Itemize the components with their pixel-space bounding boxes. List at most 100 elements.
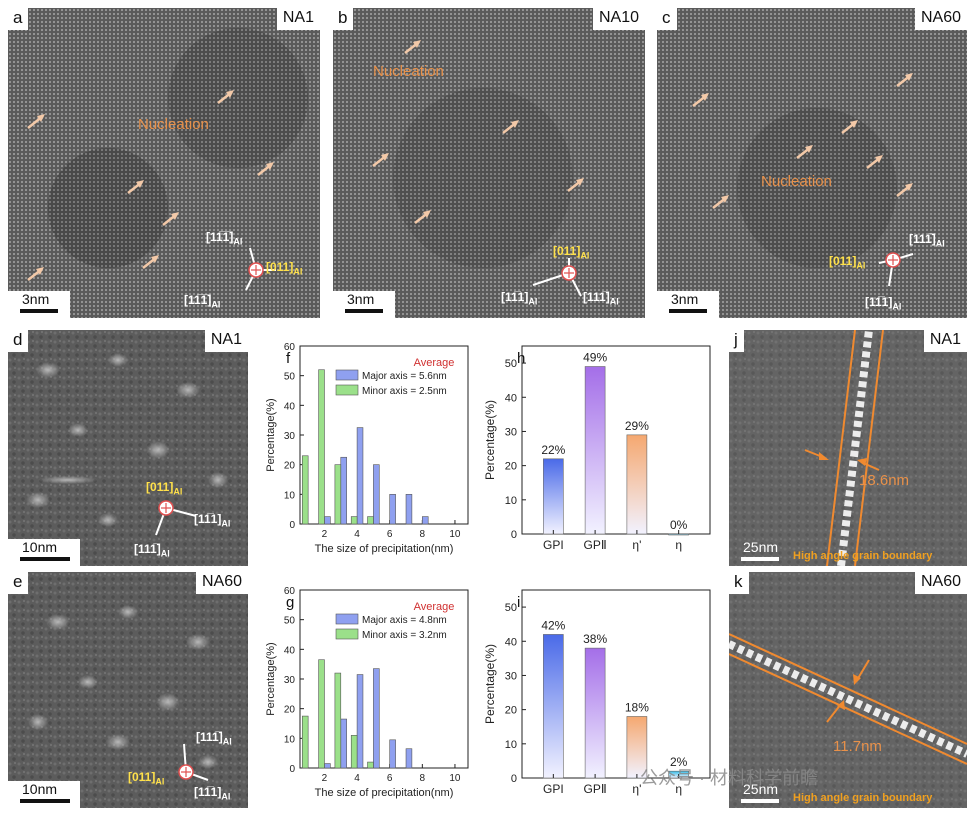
nucleation-label: Nucleation [138,116,209,133]
direction-label: [11̅1̅]Al [206,230,243,247]
legend-swatch [335,384,359,396]
panel-letter: b [333,8,354,30]
y-axis-label: Percentage(%) [483,400,497,480]
direction-label: [11̅1]Al [194,512,231,529]
phase-bar [626,434,648,535]
phase-bar [668,533,689,536]
histogram-bar [373,464,380,525]
y-tick-label: 20 [505,705,517,717]
boundary-width-label: 11.7nm [833,738,882,755]
legend-entry: Minor axis = 3.2nm [362,630,447,641]
scale-bar: 10nm [8,781,80,808]
sample-label: NA60 [195,572,248,594]
sample-label: NA10 [592,8,645,30]
zone-axis-label: [011]Al [146,480,183,497]
grain-boundary-image-k [729,572,967,808]
panel-letter: f [286,350,291,367]
legend-entry: Major axis = 5.6nm [362,371,447,382]
y-tick-label: 30 [284,675,296,686]
tem-panel-c: c NA60 Nucleation [111̅]Al [011]Al [11̅1… [657,8,967,318]
histogram-bar [301,455,309,525]
plot-frame [521,589,711,779]
histogram-bar [356,674,364,769]
grain-boundary-caption: High angle grain boundary [793,792,933,804]
histogram-bar [405,494,413,525]
y-tick-label: 10 [284,734,296,745]
x-tick-label: 2 [322,773,328,784]
bar-value-label: 2% [670,755,688,769]
tem-panel-j: j NA1 18.6nm 25nm High angle grain bound… [729,330,967,566]
sample-label: NA60 [914,572,967,594]
tem-panel-k: k NA60 11.7nm 25nm High angle grain boun… [729,572,967,808]
direction-label: [111̅]Al [583,290,619,307]
phase-bar [543,458,564,535]
phase-bar [584,366,606,535]
watermark: 公众号 · 材料科学前瞻 [640,768,818,788]
x-tick-label: 8 [420,773,426,784]
histogram-bar [367,761,374,769]
bar-value-label: 0% [670,518,688,532]
direction-label: [111̅]Al [134,542,170,559]
boundary-width-label: 18.6nm [859,472,910,489]
panel-letter: k [729,572,749,594]
category-label: η' [632,538,641,552]
category-label: GPⅡ [583,782,606,796]
bar-value-label: 38% [583,632,607,646]
panel-letter: h [517,350,526,367]
sample-label: NA60 [914,8,967,30]
phase-fraction-chart-i: 0 10 20 30 40 50 42% GPI 38% GPⅡ 18% η' 2% η Percentag… [483,589,711,796]
y-axis-label: Percentage(%) [483,644,497,724]
histogram-bar [389,739,396,769]
y-tick-label: 10 [284,490,296,501]
bar-value-label: 22% [541,443,565,457]
scale-bar: 25nm [729,781,791,808]
histogram-bar [324,516,331,525]
histogram-bar [356,427,364,525]
y-tick-label: 0 [511,773,517,785]
histogram-g: 0 10 20 30 40 50 60 2 4 6 8 10 The size of precipita… [265,586,469,799]
y-tick-label: 40 [284,401,296,412]
histogram-bar [405,748,413,769]
grain-boundary-image-j [729,330,967,566]
panel-letter: i [517,594,521,611]
legend-title: Average [414,601,455,613]
y-tick-label: 20 [505,461,517,473]
sample-label: NA1 [923,330,967,352]
sample-label: NA1 [276,8,320,30]
category-label: GPⅡ [583,538,606,552]
x-tick-label: 8 [420,529,426,540]
zone-axis-label: [011]Al [266,260,303,277]
histogram-bar [350,516,358,525]
y-tick-label: 40 [505,636,517,648]
scale-bar: 3nm [333,291,395,318]
histogram-bar [367,516,374,525]
histogram-bar [334,672,342,769]
y-tick-label: 10 [505,739,517,751]
category-label: η [675,782,682,796]
bar-value-label: 29% [625,419,649,433]
x-tick-label: 10 [449,773,461,784]
panel-letter: e [8,572,29,594]
legend-entry: Major axis = 4.8nm [362,615,447,626]
stem-image-d [8,330,248,566]
legend-title: Average [414,357,455,369]
y-tick-label: 60 [284,342,296,353]
category-label: η [675,538,682,552]
hrtem-image-a [8,8,320,318]
y-tick-label: 50 [505,602,517,614]
y-tick-label: 30 [505,426,517,438]
histogram-bar [318,659,325,769]
phase-bar [584,647,606,779]
x-tick-label: 6 [387,773,393,784]
y-tick-label: 40 [284,645,296,656]
panel-letter: j [729,330,744,352]
y-tick-label: 30 [505,670,517,682]
scale-bar: 3nm [8,291,70,318]
tem-panel-b: b NA10 Nucleation [011]Al [11̅1]Al [111̅… [333,8,645,318]
scale-bar: 10nm [8,539,80,566]
histogram-bar [373,668,380,769]
histogram-bar [324,763,331,769]
tem-panel-e: e NA60 [111̅]Al [011]Al [11̅1]Al 10nm [8,572,248,808]
y-axis-label: Percentage(%) [265,642,277,715]
y-tick-label: 20 [284,705,296,716]
